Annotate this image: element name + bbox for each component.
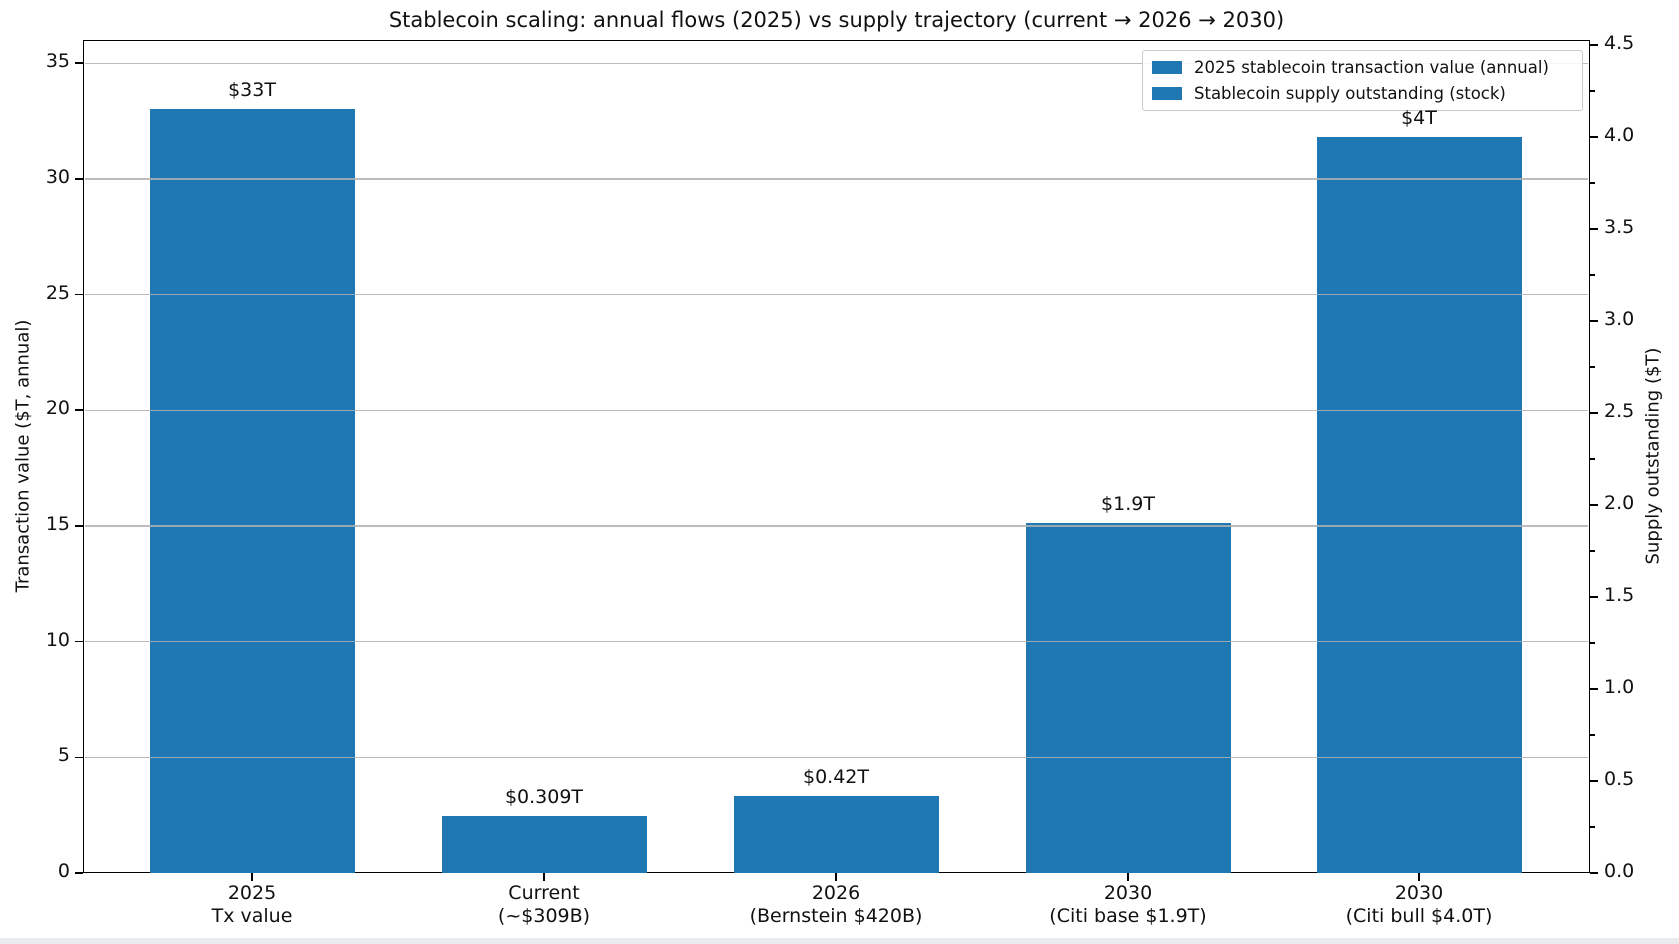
right-minor-tick-mark (1590, 642, 1595, 644)
bar-value-label: $0.42T (803, 765, 869, 788)
y-tick-label-right: 3.0 (1604, 307, 1635, 330)
x-tick-label-line: (~$309B) (497, 905, 591, 927)
y-tick-label-left: 30 (45, 165, 70, 188)
left-tick-mark (75, 525, 83, 527)
left-y-axis-label: Transaction value ($T, annual) (12, 319, 34, 593)
x-tick-label-line: 2030 (1394, 882, 1444, 904)
y-tick-label-right: 4.5 (1604, 31, 1635, 54)
x-tick-label-line: 2026 (811, 882, 861, 904)
x-tick-label-line: 2025 (227, 882, 277, 904)
legend-swatch-blue-icon (1152, 61, 1182, 74)
gridline (84, 756, 1589, 758)
y-tick-label-right: 2.0 (1604, 491, 1635, 514)
y-tick-label-left: 10 (45, 628, 70, 651)
y-tick-label-right: 1.5 (1604, 583, 1635, 606)
gridline (84, 62, 1589, 64)
right-tick-mark (1590, 412, 1598, 414)
left-tick-mark (75, 409, 83, 412)
x-tick-label: 2026 (Bernstein $420B) (750, 882, 923, 928)
chart-title: Stablecoin scaling: annual flows (2025) … (388, 8, 1285, 32)
x-tick-mark (1418, 873, 1420, 881)
legend-entry: 2025 stablecoin transaction value (annua… (1194, 58, 1549, 77)
gridline (84, 409, 1589, 411)
x-tick-label-line: (Citi base $1.9T) (1049, 905, 1207, 927)
right-tick-mark (1590, 320, 1598, 322)
y-tick-label-right: 2.5 (1604, 399, 1635, 422)
x-tick-label-line: Tx value (211, 905, 293, 927)
y-tick-label-right: 3.5 (1604, 215, 1635, 238)
x-tick-label-line: (Bernstein $420B) (749, 905, 923, 927)
bar-value-label: $33T (228, 79, 276, 102)
gridline (84, 293, 1589, 296)
left-tick-mark (75, 178, 83, 180)
right-tick-mark (1590, 136, 1598, 138)
y-tick-label-left: 15 (45, 512, 70, 535)
x-tick-label-line: 2030 (1103, 882, 1153, 904)
bar-value-label: $0.309T (504, 786, 584, 809)
right-tick-mark (1590, 780, 1598, 782)
bar (733, 795, 939, 873)
right-minor-tick-mark (1590, 366, 1595, 368)
legend-row: Stablecoin supply outstanding (stock) (1152, 84, 1573, 103)
x-tick-mark (835, 873, 837, 881)
left-tick-mark (75, 293, 83, 296)
x-tick-label: 2030 (Citi bull $4.0T) (1346, 882, 1493, 928)
y-tick-label-right: 4.0 (1604, 123, 1635, 146)
right-tick-mark (1590, 688, 1598, 690)
right-minor-tick-mark (1590, 90, 1595, 92)
y-tick-label-right: 0.0 (1604, 860, 1635, 882)
y-tick-label-left: 25 (45, 281, 70, 304)
screenshot-bottom-edge (0, 938, 1679, 944)
bar-value-label: $1.9T (1101, 493, 1155, 516)
x-tick-mark (543, 873, 545, 881)
legend-row: 2025 stablecoin transaction value (annua… (1152, 58, 1573, 77)
right-tick-mark (1590, 872, 1598, 874)
x-tick-label: Current (~$309B) (498, 882, 590, 928)
y-tick-label-left: 0 (57, 860, 70, 882)
bar (1025, 523, 1231, 873)
left-tick-mark (75, 640, 83, 643)
right-tick-mark (1590, 596, 1598, 598)
legend-entry: Stablecoin supply outstanding (stock) (1194, 84, 1506, 103)
left-tick-mark (75, 872, 83, 874)
y-tick-label-left: 5 (57, 744, 70, 767)
right-minor-tick-mark (1590, 182, 1595, 184)
x-tick-mark (1127, 873, 1129, 881)
right-minor-tick-mark (1590, 734, 1595, 736)
right-tick-mark (1590, 228, 1598, 230)
y-tick-label-right: 0.5 (1604, 767, 1635, 790)
right-minor-tick-mark (1590, 274, 1595, 276)
x-tick-label: 2030 (Citi base $1.9T) (1049, 882, 1206, 928)
legend-swatch-blue-icon (1152, 87, 1182, 100)
right-minor-tick-mark (1590, 826, 1595, 828)
bar (1316, 136, 1522, 873)
left-tick-mark (75, 756, 83, 759)
right-y-axis-label: Supply outstanding ($T) (1642, 347, 1664, 565)
x-tick-label-line: (Citi bull $4.0T) (1345, 905, 1493, 927)
right-minor-tick-mark (1590, 550, 1595, 552)
bar (441, 816, 647, 873)
y-tick-label-left: 20 (45, 397, 70, 420)
right-tick-mark (1590, 504, 1598, 506)
x-tick-mark (251, 873, 253, 881)
right-minor-tick-mark (1590, 458, 1595, 460)
bar (149, 109, 355, 873)
y-tick-label-left: 35 (45, 50, 70, 73)
right-tick-mark (1590, 44, 1598, 46)
bar-value-label: $4T (1401, 106, 1437, 129)
x-tick-label-line: Current (508, 882, 580, 904)
legend: 2025 stablecoin transaction value (annua… (1142, 50, 1583, 111)
gridline (84, 525, 1589, 527)
left-tick-mark (75, 62, 83, 64)
gridline (84, 178, 1589, 180)
y-tick-label-right: 1.0 (1604, 675, 1635, 698)
x-tick-label: 2025 Tx value (212, 882, 293, 928)
gridline (84, 641, 1589, 643)
